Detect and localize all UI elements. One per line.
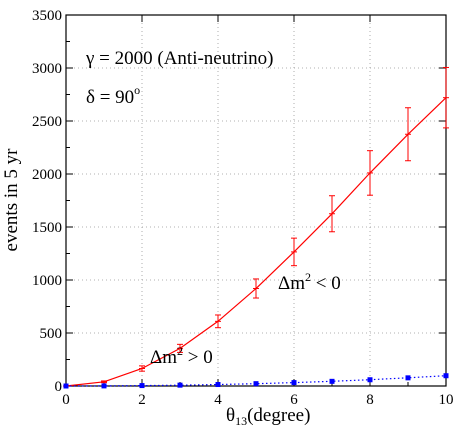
annotation-delta: δ = 90o [86,83,140,108]
x-tick-label: 6 [290,392,298,408]
y-tick-label: 1500 [32,220,62,236]
data-point [291,380,297,386]
x-tick-label: 0 [62,392,70,408]
data-point [367,377,373,383]
dm2-pos-sup: 2 [177,344,183,358]
y-tick-label: 3500 [32,8,62,24]
plot-frame [65,14,447,387]
dm2-pos-main: Δm [150,347,177,368]
annotation-gamma: γ = 2000 (Anti-neutrino) [85,48,273,69]
dm2-neg-main: Δm [278,273,305,294]
dm2-neg-rest: < 0 [311,273,341,294]
data-point [443,373,449,379]
y-tick-label: 500 [40,326,63,342]
series-line-1 [65,375,447,387]
annotation-dm2-negative: Δm2 < 0 [278,270,341,294]
annotation-delta-sup: o [134,83,140,97]
y-tick-label: 3000 [32,61,62,77]
data-point [253,381,259,387]
data-point [63,383,69,389]
data-point [139,383,145,389]
x-tick-label: 10 [439,392,454,408]
y-tick-label: 2000 [32,167,62,183]
series-line-0 [65,97,447,387]
data-point [215,382,221,388]
x-axis-title-rest: (degree) [247,405,310,426]
data-point [177,382,183,388]
grid [66,15,446,386]
y-tick-label: 0 [55,379,63,395]
y-tick-label: 1000 [32,273,62,289]
data-point [329,378,335,384]
x-tick-label: 8 [366,392,374,408]
x-tick-label: 2 [138,392,146,408]
data-point [101,383,107,389]
dm2-neg-sup: 2 [305,270,311,284]
data-point [405,375,411,381]
x-axis-title-sub: 13 [235,414,247,428]
x-tick-label: 4 [214,392,222,408]
dm2-pos-rest: > 0 [183,347,213,368]
annotation-dm2-positive: Δm2 > 0 [150,344,213,368]
x-axis-title: θ13(degree) [226,405,310,428]
series-group [63,66,449,389]
y-tick-label: 2500 [32,114,62,130]
y-axis-title: events in 5 yr [1,148,22,252]
annotation-delta-main: δ = 90 [86,87,134,108]
x-axis-title-main: θ [226,405,235,426]
